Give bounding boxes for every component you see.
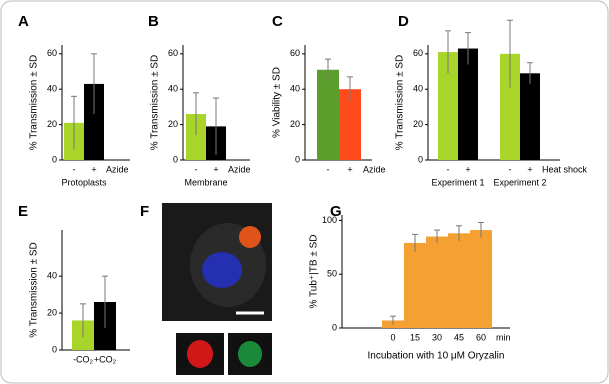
red-spot [187, 340, 213, 368]
y-tick-label: 40 [290, 84, 300, 94]
x-axis-label: Incubation with 10 μM Oryzalin [368, 351, 505, 362]
bar [339, 89, 361, 160]
panel-letter: B [148, 13, 159, 30]
nucleus [202, 252, 242, 288]
bar [426, 236, 448, 328]
y-tick-label: 60 [47, 48, 57, 58]
panel-letter: C [272, 13, 283, 30]
green-spot [238, 341, 262, 367]
bar [404, 242, 426, 328]
unit-label: min [496, 332, 511, 342]
y-tick-label: 0 [332, 322, 337, 332]
panel-letter: A [18, 13, 29, 30]
x-tick-label: 0 [390, 332, 395, 342]
y-tick-label: 50 [327, 269, 337, 279]
y-tick-label: 0 [295, 154, 300, 164]
group-label: Experiment 2 [493, 177, 546, 187]
y-tick-label: 0 [418, 154, 423, 164]
y-tick-label: 0 [173, 154, 178, 164]
y-axis-label: % Transmission ± SD [150, 55, 161, 151]
x-tick-label: + [91, 164, 96, 174]
y-tick-label: 40 [47, 84, 57, 94]
y-tick-label: 60 [168, 48, 178, 58]
y-tick-label: 40 [168, 84, 178, 94]
treatment-label: Azide [363, 164, 386, 174]
panel-letter: G [330, 203, 342, 220]
y-tick-label: 40 [47, 271, 57, 281]
treatment-label: Heat shock [542, 164, 588, 174]
x-tick-label: + [527, 164, 532, 174]
tub-spot [239, 226, 261, 248]
micrograph [162, 203, 272, 375]
x-tick-label: 60 [476, 332, 486, 342]
x-tick-label: - [195, 164, 198, 174]
group-label: Protoplasts [61, 177, 107, 187]
bar [458, 48, 478, 160]
x-tick-label: - [73, 164, 76, 174]
group-label: Experiment 1 [431, 177, 484, 187]
y-tick-label: 40 [413, 84, 423, 94]
y-axis-label: % Tub⁺|TB ± SD [309, 235, 320, 309]
y-tick-label: 20 [47, 307, 57, 317]
y-tick-label: 20 [413, 119, 423, 129]
bar [448, 233, 470, 328]
treatment-label: Azide [228, 164, 251, 174]
bar [438, 52, 458, 161]
y-tick-label: 20 [290, 119, 300, 129]
y-tick-label: 20 [47, 119, 57, 129]
treatment-label: Azide [106, 164, 129, 174]
y-tick-label: 60 [290, 48, 300, 58]
x-tick-label: + [347, 164, 352, 174]
bar [317, 69, 339, 160]
y-tick-label: 0 [52, 154, 57, 164]
y-tick-label: 60 [413, 48, 423, 58]
y-tick-label: 100 [322, 215, 337, 225]
bar [470, 230, 492, 328]
x-tick-label: - [327, 164, 330, 174]
x-tick-label: + [465, 164, 470, 174]
x-tick-label: 15 [410, 332, 420, 342]
x-tick-label: + [213, 164, 218, 174]
bar [186, 114, 206, 160]
x-tick-label: -CO₂ [73, 354, 93, 364]
group-label: Membrane [184, 177, 227, 187]
panel-letter: F [140, 203, 149, 220]
x-tick-label: - [509, 164, 512, 174]
y-tick-label: 0 [52, 344, 57, 354]
y-axis-label: % Transmission ± SD [29, 55, 40, 151]
x-tick-label: - [447, 164, 450, 174]
panel-letter: E [18, 203, 28, 220]
x-tick-label: 45 [454, 332, 464, 342]
y-tick-label: 20 [168, 119, 178, 129]
bar [520, 73, 540, 160]
bar [500, 53, 520, 160]
y-axis-label: % Transmission ± SD [395, 55, 406, 151]
x-tick-label: +CO₂ [94, 354, 117, 364]
y-axis-label: % Transmission ± SD [29, 242, 40, 338]
y-axis-label: % Viability ± SD [272, 67, 283, 138]
bar [84, 83, 104, 160]
x-tick-label: 30 [432, 332, 442, 342]
panel-letter: D [398, 13, 409, 30]
